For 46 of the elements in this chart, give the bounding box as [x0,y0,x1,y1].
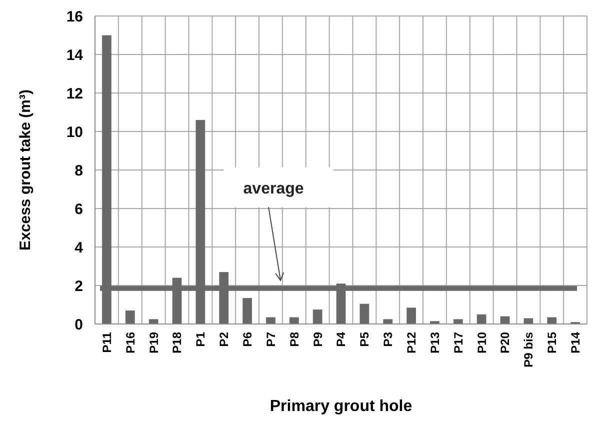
x-tick-label: P5 [358,332,372,347]
bar [383,319,393,324]
bar [148,319,158,324]
bar [453,319,463,324]
x-tick-label: P15 [545,332,560,354]
bar [312,310,322,324]
x-tick-label: P6 [240,332,254,347]
x-tick-label: P13 [428,332,442,354]
x-tick-label: P1 [194,332,208,347]
bar [242,298,252,324]
bar [289,317,299,324]
y-tick-label: 12 [66,85,83,102]
bar [360,304,370,324]
x-tick-label: P20 [498,332,512,354]
y-tick-label: 10 [66,124,83,141]
x-tick-label: P16 [123,332,138,354]
x-tick-label: P7 [264,332,278,347]
y-tick-label: 16 [66,8,83,26]
bar [476,314,486,324]
x-tick-label: P9 [310,332,325,347]
y-tick-label: 0 [74,316,83,334]
y-tick-label: 6 [74,200,83,218]
x-tick-label: P11 [100,332,114,353]
x-tick-label: P3 [381,332,396,347]
x-tick-label: P2 [217,332,232,347]
ref-line-label: average [243,180,304,198]
bar [524,318,534,324]
bar [266,317,276,324]
x-tick-label: P4 [334,332,348,347]
y-tick-label: 2 [74,278,83,295]
bar [406,308,416,324]
x-tick-label: P9 bis [522,332,536,368]
y-tick-label: 4 [74,239,84,256]
x-tick-label: P8 [287,332,302,347]
x-tick-label: P19 [146,332,161,354]
x-tick-label: P10 [474,332,489,354]
y-tick-label: 8 [74,162,83,180]
x-tick-label: P12 [404,332,418,354]
bar [125,310,135,324]
x-tick-label: P14 [568,332,582,354]
bar [547,317,557,324]
y-tick-label: 14 [66,46,84,64]
x-tick-label: P18 [170,332,184,354]
x-axis-title: Primary grout hole [270,398,412,415]
y-axis-title: Excess grout take (m³) [17,90,34,250]
x-tick-label: P17 [451,332,466,354]
